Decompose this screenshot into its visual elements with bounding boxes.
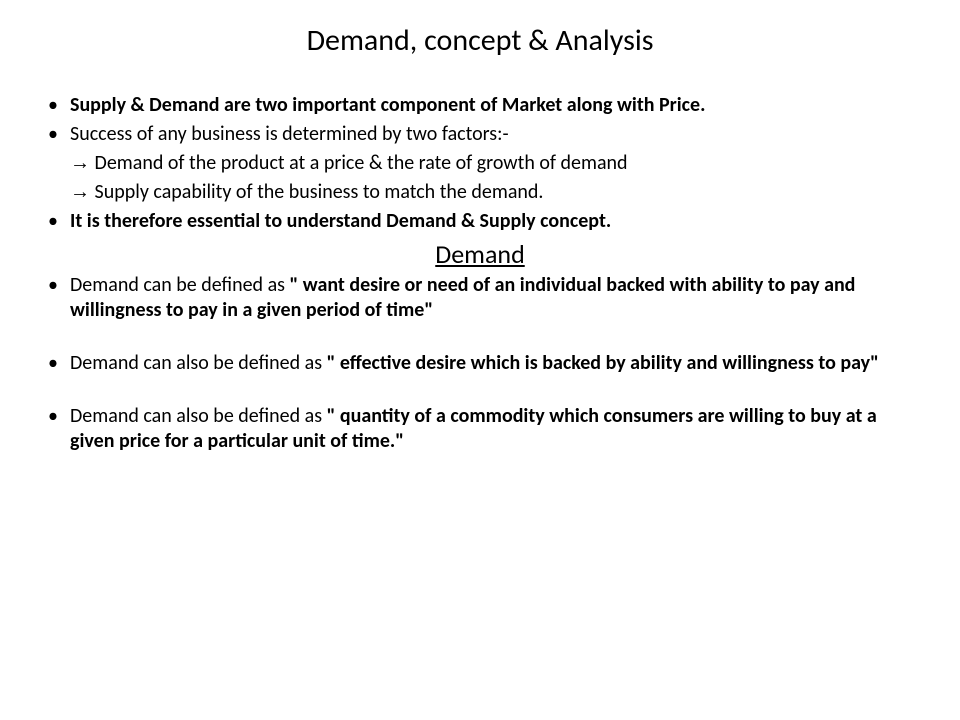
arrow-icon: → [70, 181, 90, 203]
bullet-item: Supply & Demand are two important compon… [40, 93, 920, 118]
bullet-text: It is therefore essential to understand … [70, 209, 611, 233]
bullet-item: Demand can also be defined as " quantity… [40, 404, 920, 454]
bullet-text: Supply & Demand are two important compon… [70, 93, 705, 117]
sub-bullet-text: Demand of the product at a price & the r… [90, 151, 628, 175]
sub-bullet: → Demand of the product at a price & the… [40, 151, 920, 176]
sub-bullet: → Supply capability of the business to m… [40, 180, 920, 205]
slide-title: Demand, concept & Analysis [40, 22, 920, 59]
bullet-text-prefix: Demand can be defined as [70, 273, 290, 297]
bullet-list: Supply & Demand are two important compon… [40, 93, 920, 454]
bullet-text-prefix: Demand can also be defined as [70, 351, 327, 375]
bullet-item: Demand can also be defined as " effectiv… [40, 351, 920, 376]
bullet-item: It is therefore essential to understand … [40, 209, 920, 234]
slide-content: Supply & Demand are two important compon… [40, 93, 920, 454]
bullet-item: Success of any business is determined by… [40, 122, 920, 147]
section-subheading: Demand [40, 238, 920, 271]
bullet-text-prefix: Demand can also be defined as [70, 404, 327, 428]
arrow-icon: → [70, 152, 90, 174]
bullet-text-bold: " effective desire which is backed by ab… [327, 351, 879, 375]
bullet-item: Demand can be defined as " want desire o… [40, 273, 920, 323]
bullet-text: Success of any business is determined by… [70, 122, 509, 146]
sub-bullet-text: Supply capability of the business to mat… [90, 180, 543, 204]
